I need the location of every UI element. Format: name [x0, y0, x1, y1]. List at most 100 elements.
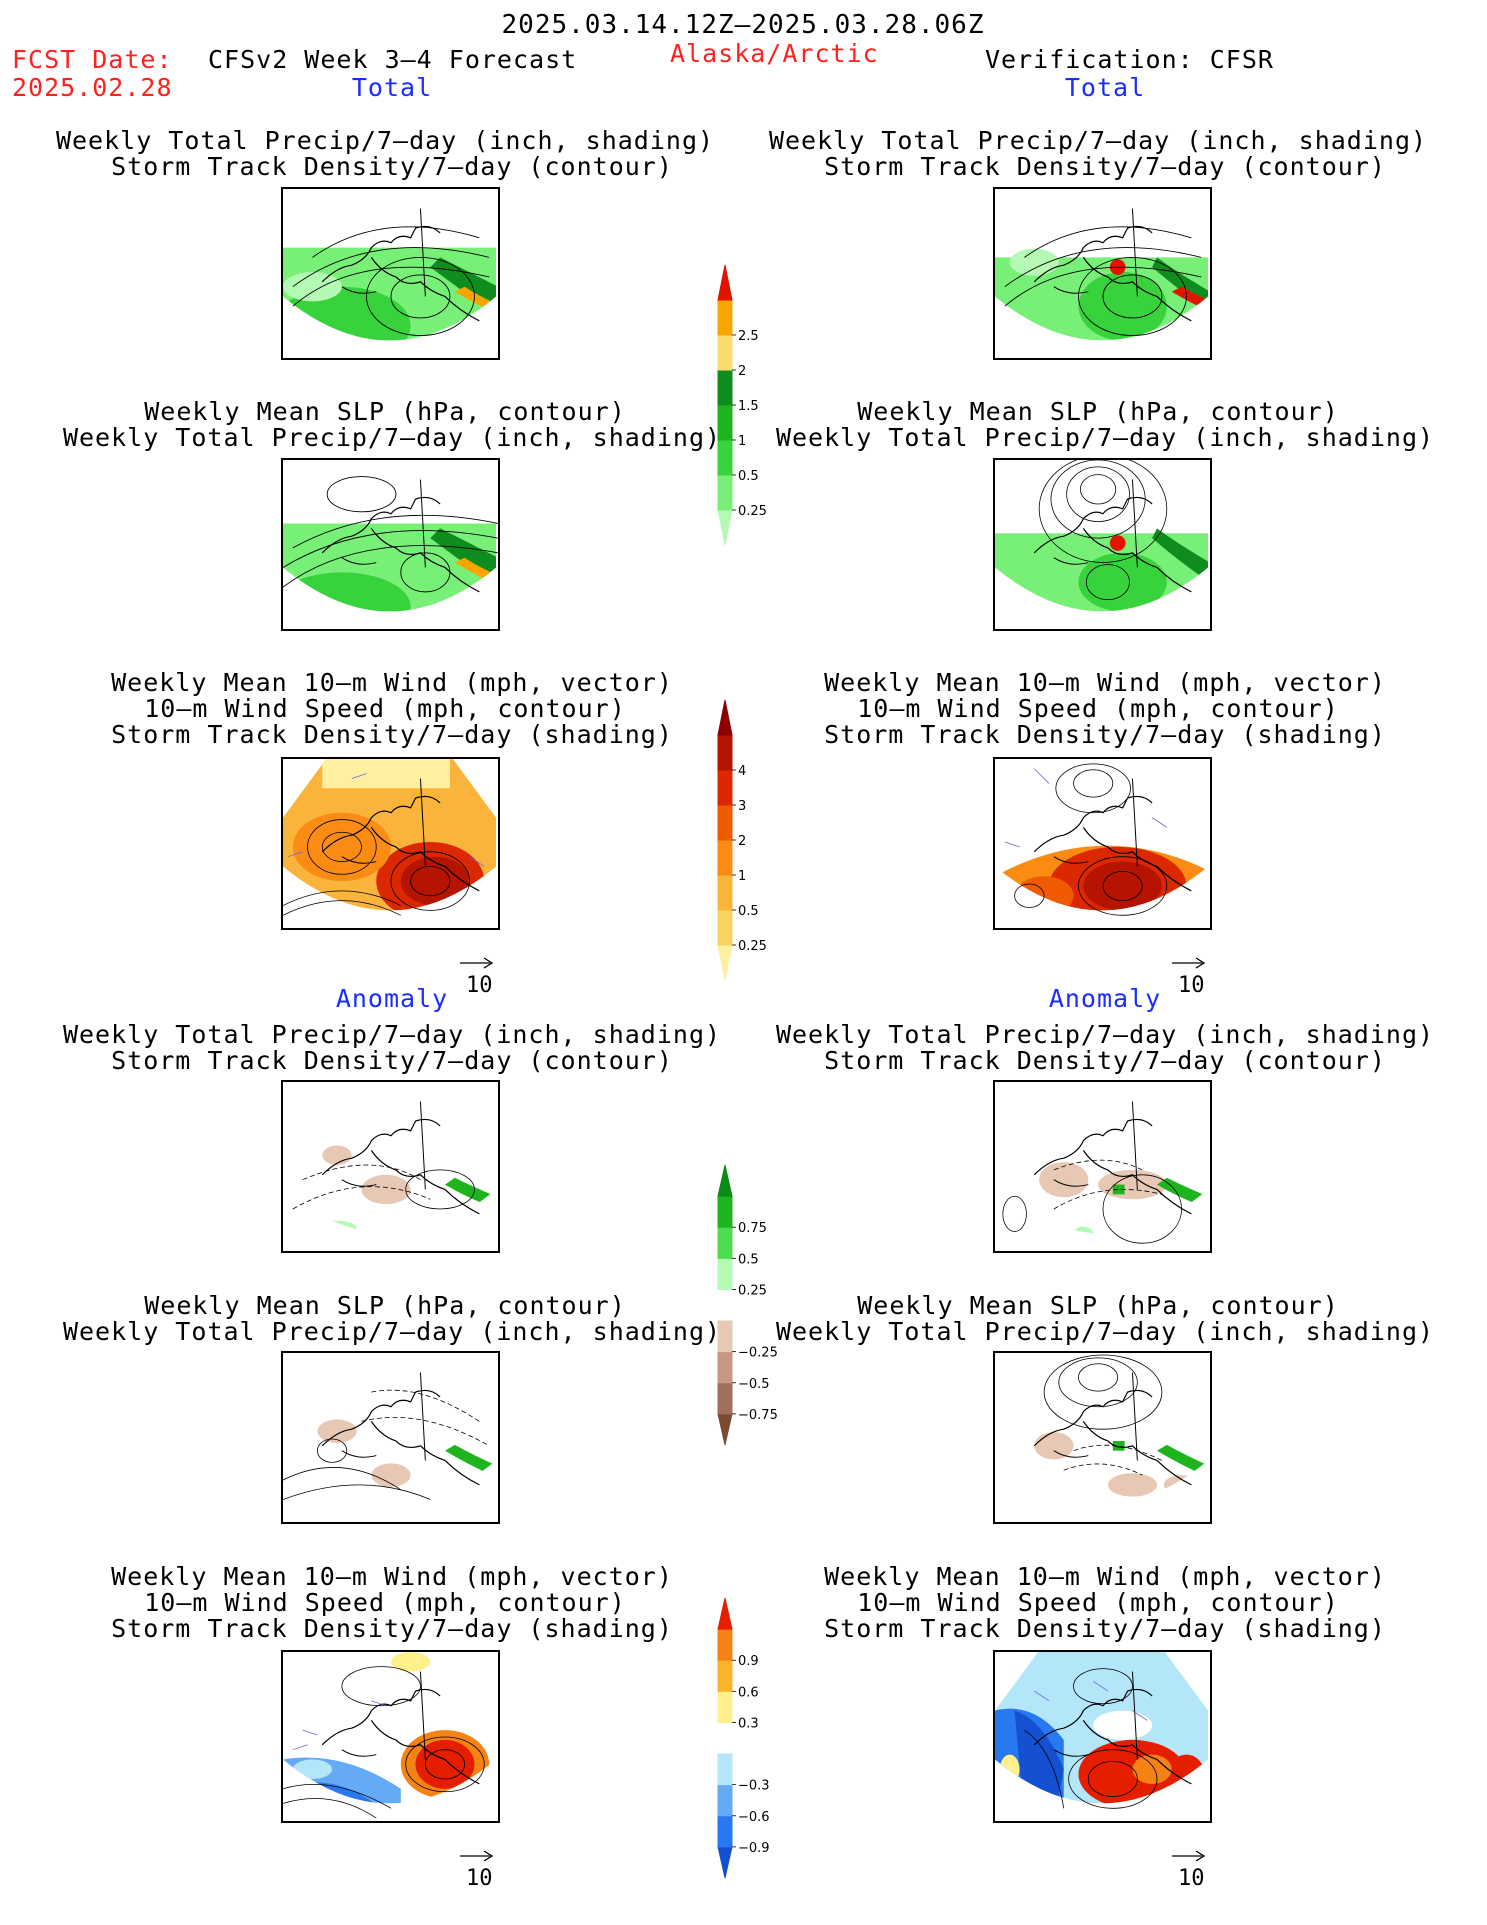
colorbar-segment [717, 1690, 733, 1723]
map-slp-precip-verification-anomaly [993, 1351, 1212, 1524]
panel-title: Storm Track Density/7–day (shading) [824, 1614, 1386, 1643]
colorbar-tick-label: 2 [738, 834, 746, 849]
arrow-right-icon [1172, 1850, 1206, 1862]
map-precip-track-forecast-total [281, 187, 500, 360]
colorbar-tick-label: 0.25 [738, 939, 767, 954]
colorbar-tick-label: −0.3 [738, 1779, 770, 1794]
colorbar-tick-label: 0.3 [738, 1716, 759, 1731]
verification-title: Verification: CFSR [985, 45, 1274, 74]
colorbar-segment [717, 1659, 733, 1692]
colorbar-segment [717, 874, 733, 911]
map-wind-track-verification-total [993, 757, 1212, 930]
panel-title: Weekly Mean SLP (hPa, contour) [144, 1291, 626, 1320]
arrow-right-icon [460, 957, 494, 969]
colorbar-segment [717, 1164, 733, 1197]
panel-title: Weekly Mean SLP (hPa, contour) [857, 1291, 1339, 1320]
colorbar-tick-label: 0.6 [738, 1685, 759, 1700]
colorbar-segment [717, 1226, 733, 1259]
colorbar-segment [717, 944, 733, 981]
colorbar-segment [717, 334, 733, 371]
colorbar-tick-label: 0.25 [738, 1283, 767, 1298]
panel-title: Weekly Mean SLP (hPa, contour) [144, 397, 626, 426]
panel-title: Storm Track Density/7–day (shading) [111, 1614, 673, 1643]
panel-title: Storm Track Density/7–day (shading) [111, 720, 673, 749]
panel-title: Storm Track Density/7–day (contour) [111, 1046, 673, 1075]
section-total-left: Total [351, 73, 433, 102]
panel-title: Weekly Mean 10–m Wind (mph, vector) [824, 1562, 1386, 1591]
panel-title: Weekly Mean 10–m Wind (mph, vector) [824, 668, 1386, 697]
panel-title: Weekly Total Precip/7–day (inch, shading… [775, 423, 1435, 452]
map-wind-track-forecast-total [281, 757, 500, 930]
vector-reference-label: 10 [1178, 1866, 1205, 1891]
colorbar-segment [717, 1846, 733, 1879]
section-anomaly-left: Anomaly [335, 984, 449, 1013]
panel-title: 10–m Wind Speed (mph, contour) [144, 694, 626, 723]
colorbar-segment [717, 369, 733, 406]
map-slp-precip-forecast-total [281, 458, 500, 631]
colorbar-segment [717, 1815, 733, 1848]
colorbar-precip-anomaly: −0.75 −0.5 −0.25 0.25 0.5 0.75 [717, 1164, 798, 1459]
colorbar-segment [717, 839, 733, 876]
colorbar-precip-total: 0.25 0.5 1 1.5 2 2.5 [717, 264, 798, 559]
map-precip-track-verification-anomaly [993, 1080, 1212, 1253]
colorbar-segment [717, 474, 733, 511]
colorbar-svg: 0.25 0.5 1 1.5 2 2.5 [717, 264, 767, 546]
colorbar-segment [717, 1753, 733, 1786]
colorbar-tick-label: 1.5 [738, 399, 759, 414]
colorbar-tick-label: −0.75 [738, 1408, 778, 1423]
panel-title: Weekly Total Precip/7–day (inch, shading… [775, 1317, 1435, 1346]
vector-reference: 10 [460, 1843, 496, 1891]
colorbar-tick-label: 0.5 [738, 469, 759, 484]
colorbar-segment [717, 1413, 733, 1446]
colorbar-segment [717, 1320, 733, 1353]
panel-title: 10–m Wind Speed (mph, contour) [857, 1588, 1339, 1617]
fcst-date-value: 2025.02.28 [12, 73, 173, 102]
panel-title: Weekly Total Precip/7–day (inch, shading… [62, 1317, 722, 1346]
colorbar-tick-label: 2 [738, 364, 746, 379]
colorbar-segment [717, 264, 733, 301]
colorbar-segment [717, 699, 733, 736]
colorbar-svg: −0.9 −0.6 −0.3 0.3 0.6 0.9 [717, 1597, 770, 1879]
panel-title: 10–m Wind Speed (mph, contour) [144, 1588, 626, 1617]
colorbar-segment [717, 1257, 733, 1290]
panel-title: Storm Track Density/7–day (contour) [111, 152, 673, 181]
colorbar-segment [717, 1784, 733, 1817]
colorbar-segment [717, 1628, 733, 1661]
colorbar-segment [718, 1722, 732, 1754]
panel-title: Storm Track Density/7–day (contour) [824, 152, 1386, 181]
colorbar-segment [717, 1351, 733, 1384]
vector-reference-label: 10 [466, 973, 493, 998]
map-precip-track-verification-total [993, 187, 1212, 360]
colorbar-tick-label: 4 [738, 764, 746, 779]
section-total-right: Total [1064, 73, 1146, 102]
colorbar-tick-label: −0.25 [738, 1346, 778, 1361]
vector-reference-label: 10 [1178, 973, 1205, 998]
panel-title: Storm Track Density/7–day (contour) [824, 1046, 1386, 1075]
map-slp-precip-forecast-anomaly [281, 1351, 500, 1524]
colorbar-tick-label: −0.9 [738, 1841, 770, 1856]
section-anomaly-right: Anomaly [1048, 984, 1162, 1013]
map-precip-track-forecast-anomaly [281, 1080, 500, 1253]
panel-title: Weekly Total Precip/7–day (inch, shading… [62, 423, 722, 452]
arrow-right-icon [1172, 957, 1206, 969]
colorbar-tick-label: 0.9 [738, 1654, 759, 1669]
panel-title: 10–m Wind Speed (mph, contour) [857, 694, 1339, 723]
colorbar-segment [717, 299, 733, 336]
colorbar-tick-label: −0.6 [738, 1810, 770, 1825]
model-title: CFSv2 Week 3–4 Forecast [208, 45, 578, 74]
colorbar-segment [717, 769, 733, 806]
arrow-right-icon [460, 1850, 494, 1862]
colorbar-segment [717, 404, 733, 441]
vector-reference: 10 [1172, 950, 1208, 998]
colorbar-track-anomaly: −0.9 −0.6 −0.3 0.3 0.6 0.9 [717, 1597, 798, 1892]
colorbar-segment [717, 509, 733, 546]
colorbar-segment [717, 734, 733, 771]
panel-title: Weekly Total Precip/7–day (inch, shading… [775, 1020, 1435, 1049]
colorbar-segment [717, 1382, 733, 1415]
panel-title: Weekly Mean 10–m Wind (mph, vector) [111, 1562, 673, 1591]
panel-title: Weekly Total Precip/7–day (inch, shading… [55, 126, 715, 155]
colorbar-svg: −0.75 −0.5 −0.25 0.25 0.5 0.75 [717, 1164, 778, 1446]
colorbar-track-total: 0.25 0.5 1 2 3 4 [717, 699, 798, 994]
vector-reference: 10 [460, 950, 496, 998]
vector-reference-label: 10 [466, 1866, 493, 1891]
